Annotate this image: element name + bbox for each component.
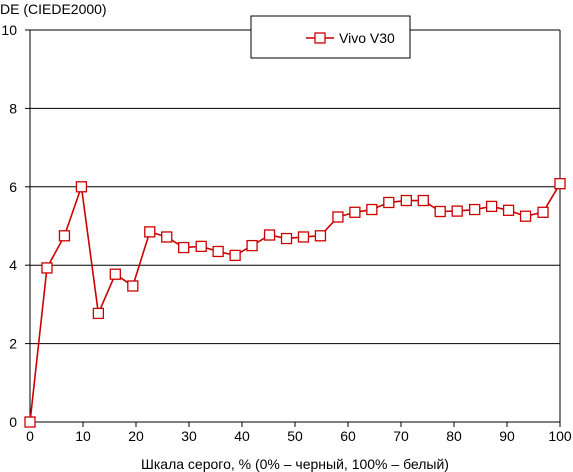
y-tick-label: 2 bbox=[9, 336, 17, 352]
data-point-marker bbox=[212, 245, 224, 258]
legend-series-label: Vivo V30 bbox=[339, 30, 395, 46]
data-point-marker bbox=[280, 232, 293, 245]
data-point-marker bbox=[58, 230, 71, 242]
x-tick-label: 50 bbox=[287, 428, 303, 444]
data-point-marker bbox=[519, 210, 532, 222]
data-point-marker bbox=[195, 240, 207, 253]
data-point-marker bbox=[537, 206, 549, 218]
x-tick-label: 0 bbox=[26, 428, 34, 444]
data-point-marker bbox=[314, 230, 327, 242]
y-axis-title: DE (CIEDE2000) bbox=[0, 1, 107, 17]
x-tick-label: 70 bbox=[393, 428, 409, 444]
data-point-marker bbox=[332, 211, 344, 223]
data-point-marker bbox=[41, 262, 53, 274]
data-point-marker bbox=[92, 307, 105, 320]
data-point-marker bbox=[485, 200, 498, 213]
x-tick-label: 30 bbox=[181, 428, 197, 444]
data-point-marker bbox=[24, 416, 36, 428]
data-point-marker bbox=[297, 231, 310, 243]
data-point-marker bbox=[451, 205, 463, 217]
y-tick-label: 0 bbox=[9, 414, 17, 430]
x-axis-title: Шкала серого, % (0% – черный, 100% – бел… bbox=[141, 456, 449, 472]
y-tick-label: 6 bbox=[9, 179, 17, 195]
y-tick-label: 8 bbox=[9, 100, 17, 116]
data-point-marker bbox=[75, 181, 88, 193]
data-point-marker bbox=[400, 194, 412, 207]
legend: Vivo V30 bbox=[250, 15, 411, 59]
x-tick-label: 80 bbox=[446, 428, 462, 444]
data-point-marker bbox=[161, 231, 173, 243]
data-point-marker bbox=[127, 280, 139, 292]
x-tick-label: 40 bbox=[234, 428, 250, 444]
x-tick-label: 60 bbox=[340, 428, 356, 444]
data-point-marker bbox=[383, 196, 395, 209]
legend-series-marker bbox=[314, 32, 326, 44]
data-point-marker bbox=[263, 229, 276, 241]
legend-box bbox=[250, 15, 411, 59]
x-tick-label: 90 bbox=[499, 428, 515, 444]
x-tick-label: 20 bbox=[128, 428, 144, 444]
x-tick-label: 100 bbox=[548, 428, 572, 444]
series-layer bbox=[24, 178, 566, 428]
data-point-marker bbox=[366, 203, 378, 216]
y-tick-label: 4 bbox=[9, 257, 17, 273]
data-point-marker bbox=[554, 178, 566, 190]
data-point-marker bbox=[349, 206, 361, 218]
data-point-marker bbox=[502, 204, 515, 216]
data-point-marker bbox=[144, 226, 156, 238]
data-point-marker bbox=[434, 205, 446, 218]
data-point-marker bbox=[109, 268, 121, 280]
y-tick-label: 10 bbox=[1, 22, 17, 38]
data-point-marker bbox=[469, 203, 481, 216]
data-point-marker bbox=[229, 249, 241, 262]
data-point-marker bbox=[417, 194, 429, 207]
x-tick-label: 10 bbox=[75, 428, 91, 444]
plot-area bbox=[30, 30, 560, 422]
data-point-marker bbox=[246, 239, 258, 252]
data-point-marker bbox=[178, 241, 190, 254]
